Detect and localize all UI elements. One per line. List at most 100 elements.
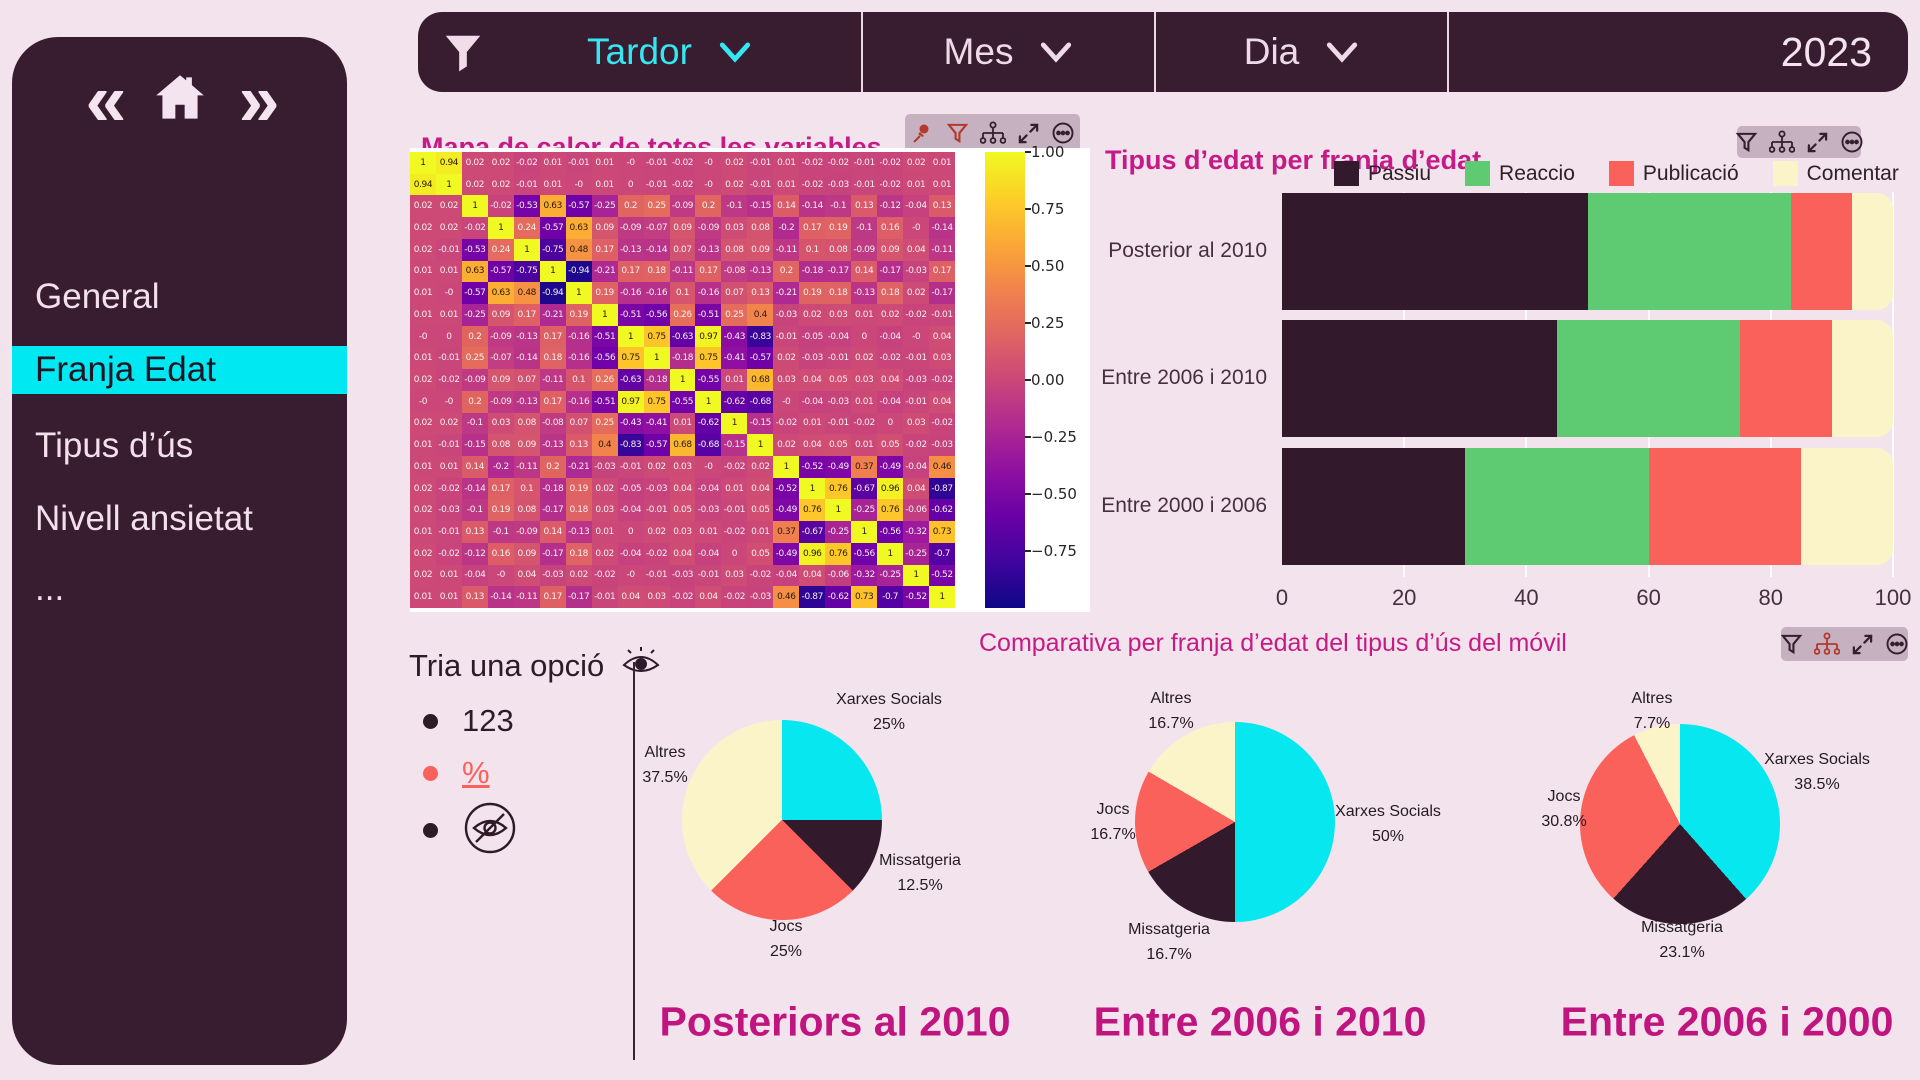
heatmap-cell: 0.01	[591, 173, 618, 196]
forward-chevrons-icon[interactable]: »	[238, 58, 280, 141]
bar-segment-publicació[interactable]	[1790, 193, 1853, 310]
legend-label: Publicació	[1642, 161, 1739, 185]
heatmap-cell: 0.01	[799, 412, 826, 435]
home-icon[interactable]	[147, 67, 213, 134]
bar-segment-reaccio[interactable]	[1587, 193, 1791, 310]
heatmap-cell: -0.18	[799, 260, 826, 283]
filter-icon[interactable]	[1735, 131, 1758, 154]
heatmap-cell: -0.13	[851, 282, 878, 304]
bar-segment-publicació[interactable]	[1740, 320, 1832, 437]
heatmap-cell: -0.1	[461, 499, 488, 522]
heatmap-cell: -0.01	[851, 173, 878, 196]
heatmap-cell: -0.09	[487, 325, 514, 348]
more-icon[interactable]	[1885, 632, 1909, 656]
sidebar-item-nivell-ansietat[interactable]: Nivell ansietat	[35, 499, 253, 538]
pie-chart-3[interactable]	[1580, 724, 1780, 924]
day-filter[interactable]: Dia	[1156, 12, 1447, 92]
gridline	[1892, 192, 1894, 577]
legend-item-publicació[interactable]: Publicació	[1608, 161, 1739, 186]
heatmap-cell: -0.63	[617, 369, 644, 391]
pie-chart-1[interactable]	[682, 720, 882, 920]
filter-icon[interactable]	[946, 122, 969, 145]
option-item-hidden[interactable]	[423, 800, 518, 861]
legend-swatch	[1334, 161, 1359, 186]
legend-item-passiu[interactable]: Passiu	[1334, 161, 1431, 186]
expand-icon[interactable]	[1017, 122, 1040, 145]
sidebar-item-franja-edat[interactable]: Franja Edat	[12, 346, 347, 394]
option-item-%[interactable]: %	[423, 755, 490, 791]
heatmap-cell: 0.01	[903, 173, 930, 196]
heatmap-cell: -0.11	[539, 369, 566, 391]
heatmap-cell: -0.62	[929, 499, 955, 522]
pie-label-group: Jocs 30.8%	[1541, 785, 1586, 835]
heatmap-cell: 0.1	[513, 477, 540, 500]
more-icon[interactable]	[1840, 130, 1864, 154]
filter-icon[interactable]	[1780, 633, 1803, 656]
heatmap-cell: -0	[617, 152, 644, 174]
colorbar-tick-mark	[1025, 493, 1031, 495]
back-chevrons-icon[interactable]: «	[85, 58, 126, 141]
heatmap-cell: -0.04	[695, 542, 722, 565]
eye-icon[interactable]	[618, 645, 664, 687]
more-icon[interactable]	[1051, 121, 1075, 145]
month-filter-value[interactable]: Mes	[943, 31, 1014, 72]
season-filter[interactable]: Tardor	[478, 12, 861, 92]
bar-segment-passiu[interactable]	[1282, 448, 1466, 565]
sidebar-item--[interactable]: ...	[35, 569, 65, 608]
month-filter[interactable]: Mes	[863, 12, 1154, 92]
expand-icon[interactable]	[1806, 131, 1829, 154]
year-value[interactable]: 2023	[1780, 28, 1872, 75]
sidebar-item-tipus-d-s[interactable]: Tipus d’ús	[35, 426, 194, 465]
pie-slice-label: Missatgeria	[1641, 919, 1723, 937]
heatmap-cell: 1	[565, 282, 592, 304]
pie-chart-2[interactable]	[1135, 722, 1335, 922]
heatmap-cell: 0.03	[643, 586, 670, 608]
bar-segment-comentar[interactable]	[1852, 193, 1893, 310]
pie-label-group: Missatgeria 23.1%	[1641, 916, 1723, 966]
heatmap-cell: 1	[695, 390, 722, 413]
bar-segment-reaccio[interactable]	[1556, 320, 1741, 437]
season-filter-value[interactable]: Tardor	[587, 31, 692, 72]
heatmap-cell: -0.01	[903, 347, 930, 370]
day-filter-value[interactable]: Dia	[1243, 31, 1300, 72]
heatmap-cell: -0.57	[747, 347, 774, 370]
heatmap-cell: 0.03	[903, 412, 930, 435]
hierarchy-icon[interactable]	[1768, 130, 1795, 154]
hierarchy-icon[interactable]	[979, 121, 1006, 145]
bar-segment-passiu[interactable]	[1282, 320, 1557, 437]
pin-icon[interactable]	[911, 121, 935, 145]
heatmap-cell: -0.15	[721, 434, 748, 456]
heatmap-cell: 0.04	[617, 586, 644, 608]
bar-segment-reaccio[interactable]	[1465, 448, 1649, 565]
bar-segment-comentar[interactable]	[1801, 448, 1893, 565]
heatmap-cell: -0.51	[591, 390, 618, 413]
heatmap-cell: 0.2	[773, 260, 800, 283]
option-item-123[interactable]: 123	[423, 703, 514, 739]
bar-segment-passiu[interactable]	[1282, 193, 1588, 310]
heatmap-cell: 0.07	[721, 282, 748, 304]
hierarchy-icon[interactable]	[1814, 632, 1840, 656]
heatmap-cell: -0.21	[773, 282, 800, 304]
heatmap-cell: -0.62	[825, 586, 852, 608]
legend-item-reaccio[interactable]: Reaccio	[1465, 161, 1575, 186]
bar-segment-publicació[interactable]	[1648, 448, 1802, 565]
heatmap-cell: 0	[877, 412, 904, 435]
heatmap-grid[interactable]: 1 0.94 0.02 0.02 -0.02 0.01 -0.01 0.01 -0 -0.01 -0…	[410, 152, 955, 608]
heatmap-cell: -0.94	[539, 282, 566, 304]
sidebar-item-general[interactable]: General	[35, 277, 160, 316]
legend-item-comentar[interactable]: Comentar	[1772, 161, 1899, 186]
heatmap-cell: -0.1	[825, 195, 852, 218]
heatmap-cell: -0.01	[825, 412, 852, 435]
heatmap-cell: 0.02	[721, 173, 748, 196]
expand-icon[interactable]	[1851, 633, 1874, 656]
heatmap-cell: -0.02	[799, 173, 826, 196]
heatmap-cell: -0.57	[643, 434, 670, 456]
heatmap-cell: -0.03	[825, 390, 852, 413]
heatmap-cell: 0.01	[410, 303, 436, 326]
heatmap-cell: -0.13	[513, 390, 540, 413]
heatmap-cell: 1	[539, 260, 566, 283]
bar-segment-comentar[interactable]	[1831, 320, 1893, 437]
heatmap-cell: 0.01	[721, 369, 748, 391]
eye-slash-icon[interactable]	[462, 800, 518, 861]
